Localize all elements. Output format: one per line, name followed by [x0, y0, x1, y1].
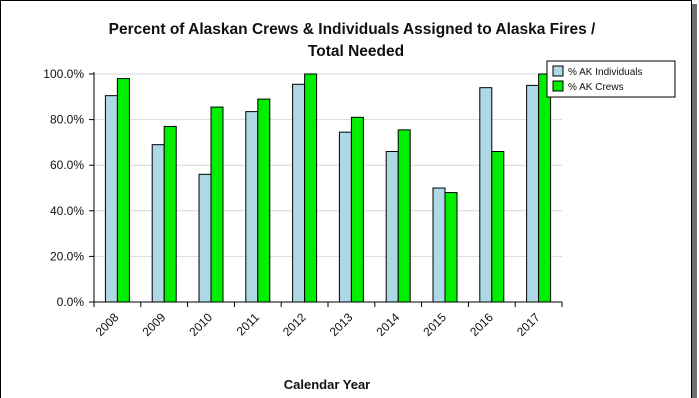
y-tick-label: 40.0%: [50, 204, 84, 218]
bar-crews-2008: [116, 78, 130, 303]
frame-shadow: [692, 4, 697, 398]
y-tick-label: 20.0%: [50, 249, 84, 263]
bar-individuals-2009: [151, 144, 165, 303]
y-tick-label: 60.0%: [50, 158, 84, 172]
chart-title-line-1: Percent of Alaskan Crews & Individuals A…: [109, 21, 596, 38]
y-tick-label: 0.0%: [57, 295, 85, 309]
axes: [89, 72, 563, 307]
bar-crews-2016: [491, 151, 505, 303]
bar-individuals-2008: [104, 95, 118, 303]
x-tick-label: 2013: [327, 310, 356, 339]
bar-crews-2014: [397, 129, 411, 303]
x-tick-label: 2012: [280, 310, 309, 339]
y-tick-label: 100.0%: [43, 67, 84, 81]
bar-individuals-2010: [198, 173, 212, 303]
bar-crews-2009: [163, 125, 177, 303]
chart-title-line-2: Total Needed: [308, 43, 404, 60]
x-tick-label: 2009: [140, 310, 169, 339]
bar-individuals-2011: [245, 111, 259, 303]
bar-crews-2011: [257, 98, 271, 303]
bar-individuals-2015: [432, 187, 446, 303]
x-axis-title: Calendar Year: [284, 377, 370, 392]
x-tick-label: 2008: [93, 310, 122, 339]
y-tick-label: 80.0%: [50, 113, 84, 127]
x-tick-label: 2015: [420, 310, 449, 339]
x-tick-label: 2011: [234, 310, 262, 338]
x-tick-label: 2014: [374, 310, 403, 339]
legend-label-individuals: % AK Individuals: [568, 67, 643, 78]
bar-individuals-2012: [292, 83, 306, 303]
bar-individuals-2014: [385, 151, 399, 303]
bar-individuals-2017: [526, 84, 540, 303]
legend-swatch-crews: [552, 80, 564, 92]
x-tick-label: 2016: [467, 310, 496, 339]
bar-individuals-2016: [479, 87, 493, 303]
bar-crews-2010: [210, 106, 224, 303]
bar-individuals-2013: [338, 131, 352, 303]
legend: % AK Individuals % AK Crews: [546, 60, 676, 98]
legend-label-crews: % AK Crews: [568, 82, 624, 93]
bars: [104, 73, 552, 303]
legend-swatch-individuals: [552, 65, 564, 77]
y-tick-labels: 0.0% 20.0% 40.0% 60.0% 80.0% 100.0%: [43, 67, 84, 309]
x-tick-labels: 2008 2009 2010 2011 2012 2013 2014 2015 2016 2017: [93, 310, 543, 339]
bar-crews-2012: [304, 73, 318, 303]
bar-crews-2013: [350, 116, 364, 303]
x-tick-label: 2010: [186, 310, 215, 339]
x-tick-label: 2017: [514, 310, 543, 339]
bar-crews-2017: [538, 73, 552, 303]
bar-crews-2015: [444, 192, 458, 303]
legend-box: [546, 60, 676, 98]
